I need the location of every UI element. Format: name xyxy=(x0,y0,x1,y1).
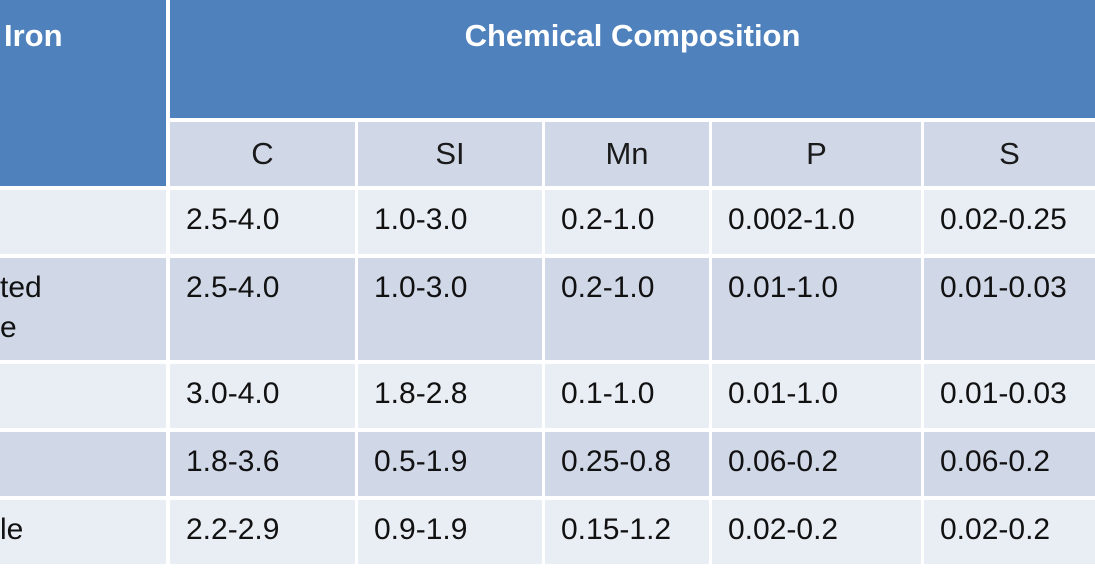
row-4-mn: 0.25-0.8 xyxy=(545,432,709,496)
row-2-p: 0.01-1.0 xyxy=(712,258,921,360)
row-3-s: 0.01-0.03 xyxy=(924,364,1095,428)
row-5-mn: 0.15-1.2 xyxy=(545,500,709,564)
row-5-p: 0.02-0.2 xyxy=(712,500,921,564)
column-header-c: C xyxy=(170,122,355,186)
header-iron: Iron xyxy=(0,0,166,186)
header-iron-label: Iron xyxy=(4,18,63,53)
row-4-p: 0.06-0.2 xyxy=(712,432,921,496)
row-5-si: 0.9-1.9 xyxy=(358,500,542,564)
column-header-mn: Mn xyxy=(545,122,709,186)
row-4-c: 1.8-3.6 xyxy=(170,432,355,496)
row-1-p: 0.002-1.0 xyxy=(712,190,921,254)
row-5-s: 0.02-0.2 xyxy=(924,500,1095,564)
row-3-mn: 0.1-1.0 xyxy=(545,364,709,428)
row-1-mn: 0.2-1.0 xyxy=(545,190,709,254)
row-4-s: 0.06-0.2 xyxy=(924,432,1095,496)
row-4-si: 0.5-1.9 xyxy=(358,432,542,496)
row-2-s: 0.01-0.03 xyxy=(924,258,1095,360)
row-1-si: 1.0-3.0 xyxy=(358,190,542,254)
row-5-c: 2.2-2.9 xyxy=(170,500,355,564)
row-3-p: 0.01-1.0 xyxy=(712,364,921,428)
row-3-c: 3.0-4.0 xyxy=(170,364,355,428)
row-3-si: 1.8-2.8 xyxy=(358,364,542,428)
column-header-s: S xyxy=(924,122,1095,186)
row-2-mn: 0.2-1.0 xyxy=(545,258,709,360)
row-1-s: 0.02-0.25 xyxy=(924,190,1095,254)
row-1-name xyxy=(0,190,166,254)
row-2-si: 1.0-3.0 xyxy=(358,258,542,360)
row-2-c: 2.5-4.0 xyxy=(170,258,355,360)
row-4-name xyxy=(0,432,166,496)
row-5-name: le xyxy=(0,500,166,564)
header-chemical-composition-label: Chemical Composition xyxy=(464,18,801,53)
row-3-name xyxy=(0,364,166,428)
column-header-p: P xyxy=(712,122,921,186)
row-1-c: 2.5-4.0 xyxy=(170,190,355,254)
header-chemical-composition: Chemical Composition xyxy=(170,0,1095,118)
column-header-si: SI xyxy=(358,122,542,186)
row-2-name: ted e xyxy=(0,258,166,360)
